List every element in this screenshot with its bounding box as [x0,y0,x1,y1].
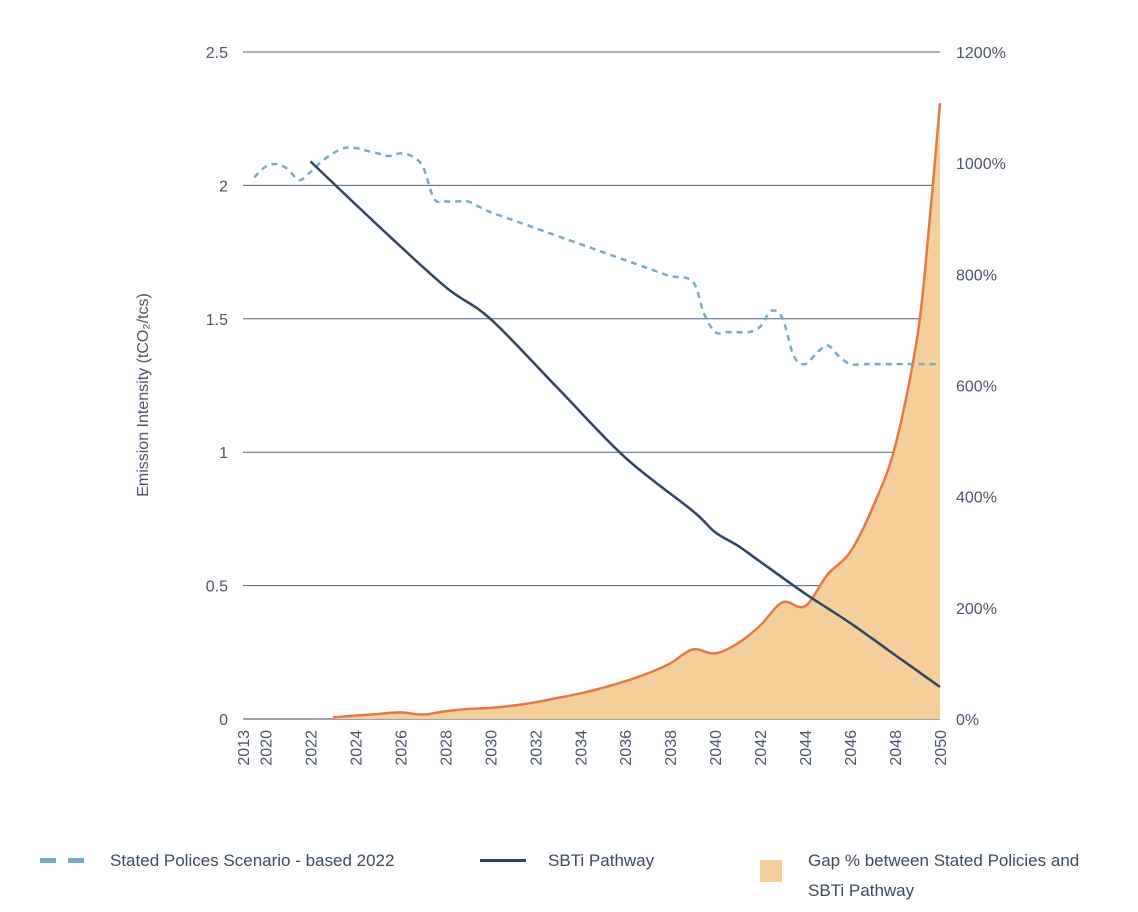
right-tick-label: 0% [956,712,979,729]
x-tick-label: 2013 [236,730,253,766]
legend-box-marker [760,860,782,882]
legend-item-sbti: SBTi Pathway [480,846,654,876]
x-tick-label: 2046 [843,730,860,766]
right-tick-label: 600% [956,379,997,396]
x-tick-label: 2024 [348,730,365,766]
gap-area [332,103,940,720]
legend-label-stated-policies: Stated Polices Scenario - based 2022 [110,851,395,870]
legend-label-sbti: SBTi Pathway [548,851,655,870]
stated-policies-line [253,146,940,366]
chart: 0 0.5 1 1.5 2 2.5 0% 200% 400% 600% 800% 1000% 1200… [135,45,1006,766]
legend-dash-marker [40,858,86,863]
x-tick-label: 2022 [303,730,320,766]
x-tick-label: 2044 [798,730,815,766]
y-axis-label: Emission Intensity (tCO₂/tcs) [135,293,152,497]
x-tick-label: 2032 [528,730,545,766]
x-tick-label: 2028 [438,730,455,766]
sbti-line [309,160,941,689]
right-tick-label: 200% [956,601,997,618]
x-tick-label: 2040 [708,730,725,766]
x-tick-label: 2036 [618,730,635,766]
x-tick-label: 2042 [753,730,770,766]
legend-label-gap-line-2: SBTi Pathway [808,881,915,900]
x-tick-label: 2038 [663,730,680,766]
right-tick-label: 1000% [956,156,1006,173]
right-tick-label: 1200% [956,45,1006,62]
x-tick-label: 2030 [483,730,500,766]
legend-label-gap: Gap % between Stated Policies and SBTi P… [808,846,1079,906]
legend-line-marker [480,859,526,862]
x-tick-label: 2048 [888,730,905,766]
left-tick-label: 0 [219,712,228,729]
legend-item-gap: Gap % between Stated Policies and SBTi P… [760,846,1079,906]
x-axis-ticks: 2013 2020 2022 2024 2026 2028 2030 2032 2034 2036… [236,730,950,766]
legend-item-stated-policies: Stated Polices Scenario - based 2022 [40,846,394,876]
right-tick-label: 400% [956,490,997,507]
left-axis-ticks: 0 0.5 1 1.5 2 2.5 [206,45,228,729]
left-tick-label: 1 [219,445,228,462]
x-tick-label: 2026 [393,730,410,766]
gap-line [332,103,942,719]
legend-label-gap-line-1: Gap % between Stated Policies and [808,851,1080,870]
right-tick-label: 800% [956,267,997,284]
x-tick-label: 2020 [258,730,275,766]
x-tick-label: 2034 [573,730,590,766]
left-tick-label: 0.5 [206,579,228,596]
right-axis-ticks: 0% 200% 400% 600% 800% 1000% 1200% [956,45,1006,729]
x-tick-label: 2050 [933,730,950,766]
legend: Stated Polices Scenario - based 2022 SBT… [0,846,1138,906]
left-tick-label: 2.5 [206,45,228,62]
left-tick-label: 1.5 [206,312,228,329]
left-tick-label: 2 [219,178,228,195]
